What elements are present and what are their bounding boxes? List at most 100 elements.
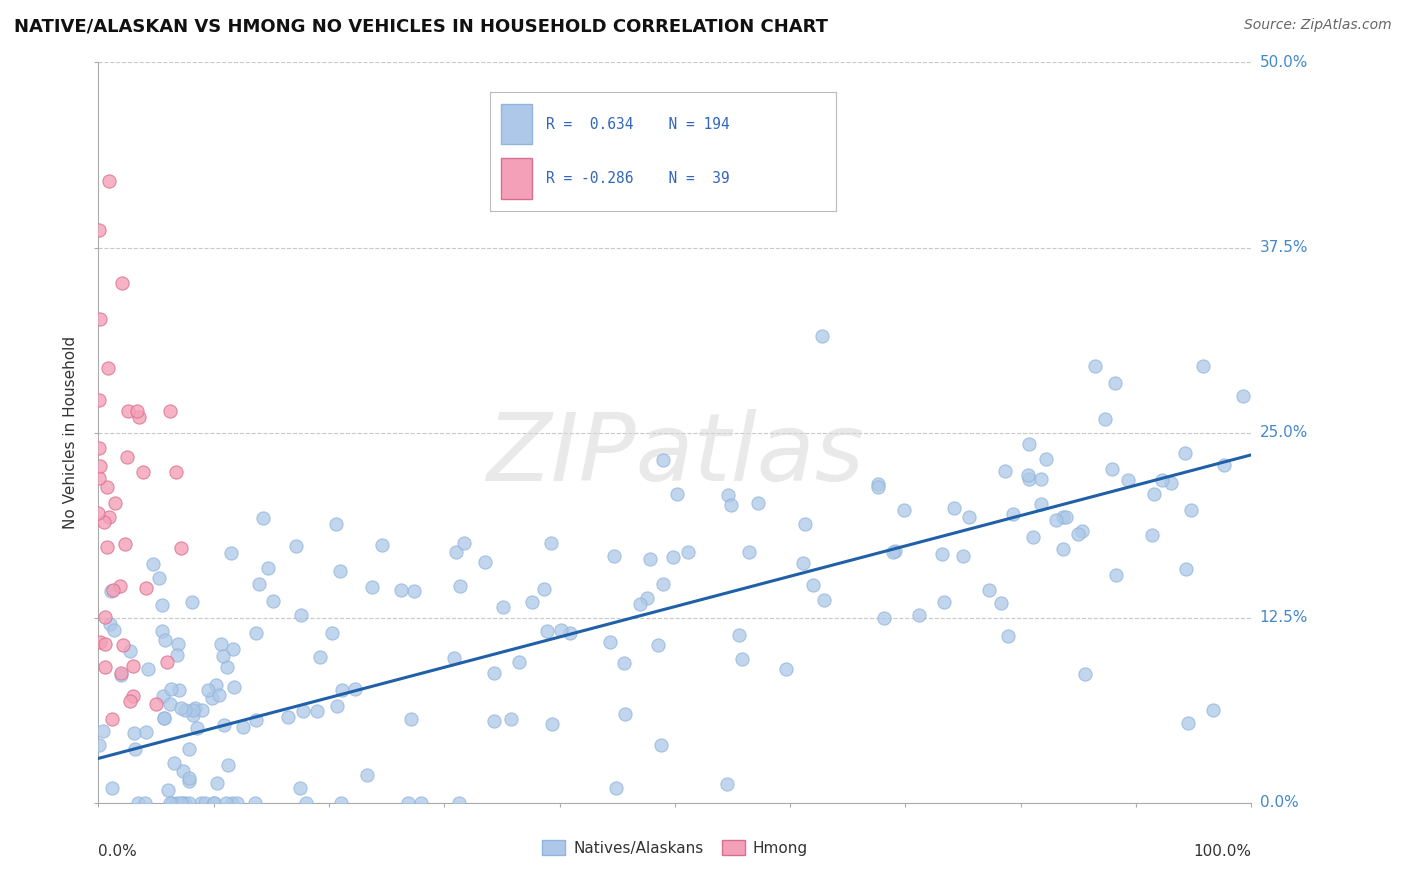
Point (1177, 715, 1199, 730)
Point (104, 496, 127, 510)
Point (957, 510, 980, 524)
Point (613, 656, 636, 670)
Point (94, 659, 117, 673)
Point (1202, 703, 1225, 717)
Point (330, 796, 353, 810)
Point (262, 594, 284, 608)
Point (1029, 472, 1052, 486)
Point (122, 658, 145, 673)
Point (170, 796, 193, 810)
Point (101, 713, 124, 727)
Point (87, 506, 110, 520)
Point (111, 277, 134, 291)
Point (508, 656, 530, 670)
Point (245, 713, 267, 727)
Point (208, 689, 231, 703)
Point (1213, 458, 1236, 473)
Point (329, 564, 352, 578)
Point (931, 547, 953, 561)
Point (89, 459, 111, 474)
Point (136, 662, 159, 676)
Point (292, 704, 315, 718)
Point (720, 498, 742, 512)
Point (603, 549, 626, 563)
Point (533, 582, 555, 596)
Point (87, 393, 110, 408)
Point (100, 583, 122, 598)
Point (232, 720, 254, 734)
Point (177, 796, 200, 810)
Point (599, 635, 621, 649)
Point (224, 680, 246, 694)
Point (277, 710, 299, 724)
Point (813, 593, 835, 607)
Point (159, 796, 181, 810)
Point (103, 623, 125, 637)
Point (172, 796, 194, 810)
Point (1054, 509, 1077, 524)
Point (1094, 411, 1116, 425)
Point (447, 796, 470, 810)
Point (1018, 472, 1040, 486)
Point (738, 544, 761, 558)
Point (652, 577, 675, 591)
Point (1116, 473, 1139, 487)
Point (295, 796, 318, 810)
Point (153, 632, 176, 647)
Point (245, 626, 267, 640)
Point (717, 488, 740, 502)
Point (636, 591, 658, 605)
Point (184, 700, 207, 714)
Point (243, 796, 266, 810)
Point (1001, 507, 1024, 521)
Point (321, 625, 343, 640)
Point (205, 678, 228, 692)
Point (135, 725, 157, 739)
Point (882, 545, 904, 559)
Point (87, 738, 110, 752)
Point (122, 689, 145, 703)
Point (173, 703, 195, 717)
Point (249, 577, 271, 591)
Point (536, 624, 558, 639)
Point (402, 584, 425, 599)
Point (202, 796, 225, 810)
Point (484, 714, 506, 729)
Point (153, 711, 176, 725)
Point (952, 549, 974, 563)
Point (221, 546, 243, 560)
Point (100, 780, 122, 795)
Point (217, 758, 239, 772)
Point (308, 650, 330, 665)
Point (122, 725, 145, 739)
Point (87, 223, 110, 237)
Point (114, 536, 136, 550)
Y-axis label: No Vehicles in Household: No Vehicles in Household (63, 336, 79, 529)
Point (290, 607, 312, 622)
Point (1018, 437, 1040, 451)
Point (118, 644, 141, 658)
Point (191, 703, 214, 717)
Text: 100.0%: 100.0% (1194, 844, 1251, 858)
Point (93, 610, 115, 624)
Point (1022, 530, 1045, 544)
Point (990, 596, 1012, 610)
Point (115, 450, 138, 464)
Point (326, 699, 349, 714)
Point (285, 539, 308, 553)
Point (190, 796, 212, 810)
Point (1191, 359, 1213, 374)
Point (728, 627, 751, 641)
Point (446, 545, 468, 559)
Point (676, 545, 699, 559)
Point (484, 666, 506, 681)
Point (501, 712, 523, 726)
Point (159, 403, 181, 417)
Point (541, 717, 564, 731)
Point (449, 579, 471, 593)
Point (884, 544, 907, 558)
Point (221, 796, 243, 810)
Text: 37.5%: 37.5% (1260, 240, 1308, 255)
Point (150, 599, 173, 613)
Point (1035, 452, 1057, 467)
